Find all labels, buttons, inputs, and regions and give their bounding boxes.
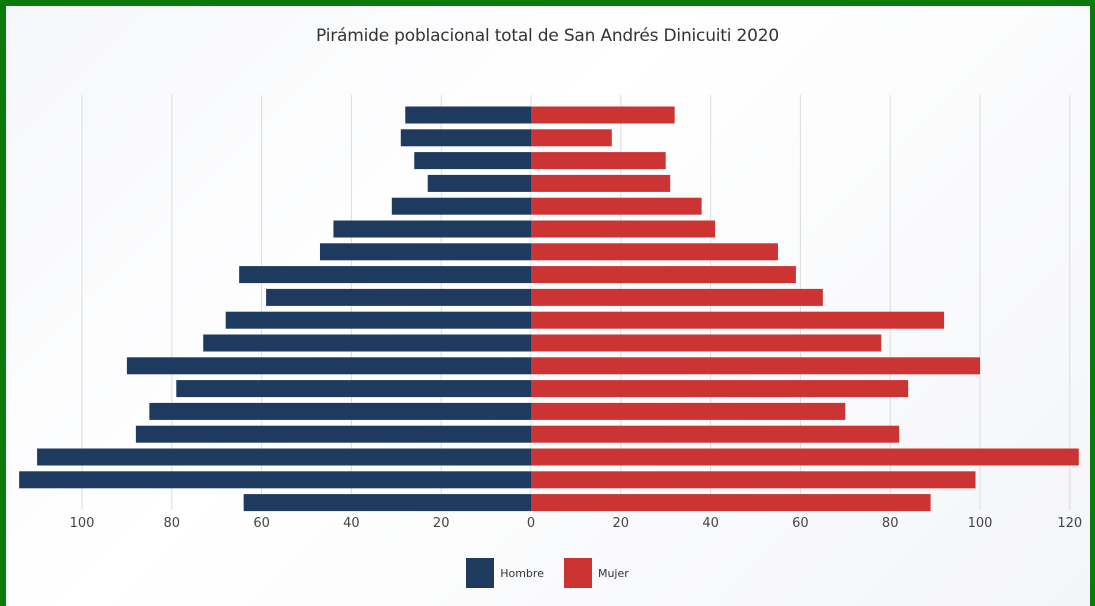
x-tick-label: 20 <box>433 516 450 531</box>
bar-hombre[interactable] <box>176 380 532 398</box>
bar-mujer[interactable] <box>531 334 882 352</box>
bar-hombre[interactable] <box>19 471 531 489</box>
x-tick-label: 60 <box>253 516 270 531</box>
x-tick-label: 120 <box>1057 516 1082 531</box>
bar-hombre[interactable] <box>333 220 531 238</box>
chart-title: Pirámide poblacional total de San Andrés… <box>316 26 779 46</box>
x-tick-label: 100 <box>968 516 993 531</box>
bar-mujer[interactable] <box>531 129 612 147</box>
bars <box>19 106 1079 512</box>
bar-hombre[interactable] <box>414 152 531 170</box>
x-tick-label: 80 <box>164 516 181 531</box>
bar-mujer[interactable] <box>531 425 900 443</box>
bar-mujer[interactable] <box>531 152 666 170</box>
bar-hombre[interactable] <box>225 311 531 329</box>
bar-hombre[interactable] <box>203 334 532 352</box>
legend-swatch-hombre <box>466 558 495 588</box>
legend-label-hombre: Hombre <box>500 566 544 580</box>
bar-mujer[interactable] <box>531 266 796 284</box>
bar-hombre[interactable] <box>405 106 531 124</box>
bar-mujer[interactable] <box>531 106 675 124</box>
bar-mujer[interactable] <box>531 494 931 512</box>
bar-mujer[interactable] <box>531 243 778 261</box>
bar-mujer[interactable] <box>531 220 716 238</box>
x-tick-label: 80 <box>882 516 899 531</box>
bar-hombre[interactable] <box>239 266 531 284</box>
bar-mujer[interactable] <box>531 288 823 306</box>
bar-mujer[interactable] <box>531 448 1079 466</box>
x-tick-label: 60 <box>792 516 809 531</box>
x-tick-label: 40 <box>343 516 360 531</box>
bar-hombre[interactable] <box>319 243 531 261</box>
x-tick-label: 100 <box>70 516 95 531</box>
bar-mujer[interactable] <box>531 402 846 420</box>
bar-hombre[interactable] <box>400 129 531 147</box>
legend: Hombre Mujer <box>0 558 1095 588</box>
bar-hombre[interactable] <box>243 494 531 512</box>
bar-hombre[interactable] <box>135 425 531 443</box>
x-tick-label: 20 <box>613 516 630 531</box>
bar-mujer[interactable] <box>531 311 945 329</box>
x-tick-label: 40 <box>702 516 719 531</box>
legend-swatch-mujer <box>563 558 592 588</box>
bar-hombre[interactable] <box>427 174 531 192</box>
bar-hombre[interactable] <box>126 357 532 375</box>
legend-item-mujer[interactable]: Mujer <box>563 558 629 588</box>
bar-hombre[interactable] <box>149 402 531 420</box>
bar-mujer[interactable] <box>531 471 976 489</box>
bar-mujer[interactable] <box>531 174 671 192</box>
bar-mujer[interactable] <box>531 197 702 215</box>
bar-hombre[interactable] <box>391 197 531 215</box>
legend-item-hombre[interactable]: Hombre <box>466 558 544 588</box>
bar-mujer[interactable] <box>531 380 909 398</box>
bar-mujer[interactable] <box>531 357 980 375</box>
x-axis-ticks: 100 80 60 40 20 0 20 40 60 80 100 120 <box>70 516 1083 531</box>
bar-hombre[interactable] <box>37 448 531 466</box>
legend-label-mujer: Mujer <box>597 566 629 580</box>
x-tick-label: 0 <box>527 516 535 531</box>
bar-hombre[interactable] <box>266 288 531 306</box>
